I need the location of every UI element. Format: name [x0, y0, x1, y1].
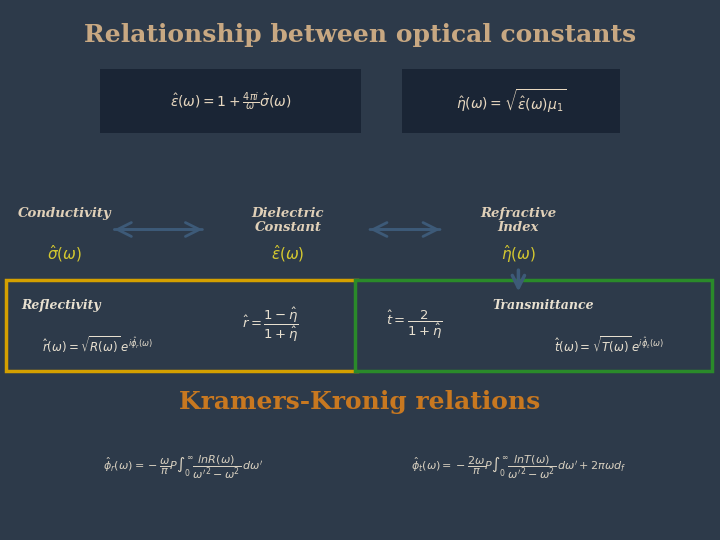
- Text: $\hat{\eta}(\omega)$: $\hat{\eta}(\omega)$: [501, 243, 536, 265]
- Text: $\hat{\phi}_r(\omega) = -\dfrac{\omega}{\pi}P\int_0^{\infty} \dfrac{\mathit{ln}R: $\hat{\phi}_r(\omega) = -\dfrac{\omega}{…: [104, 454, 264, 481]
- Text: Transmittance: Transmittance: [492, 299, 595, 312]
- Text: $\hat{\epsilon}(\omega)$: $\hat{\epsilon}(\omega)$: [271, 244, 305, 264]
- Text: Dielectric: Dielectric: [252, 207, 324, 220]
- FancyBboxPatch shape: [402, 69, 620, 133]
- Text: Index: Index: [498, 221, 539, 234]
- Text: Conductivity: Conductivity: [18, 207, 112, 220]
- FancyBboxPatch shape: [100, 69, 361, 133]
- Text: $\hat{\sigma}(\omega)$: $\hat{\sigma}(\omega)$: [48, 244, 82, 264]
- Text: $\hat{\eta}(\omega) = \sqrt{\hat{\epsilon}(\omega)\mu_1}$: $\hat{\eta}(\omega) = \sqrt{\hat{\epsilo…: [456, 88, 567, 115]
- FancyBboxPatch shape: [6, 280, 357, 371]
- Text: $\hat{t}(\omega) = \sqrt{T(\omega)}\,e^{i\hat{\phi}_t(\omega)}$: $\hat{t}(\omega) = \sqrt{T(\omega)}\,e^{…: [554, 335, 663, 355]
- Text: $\hat{\epsilon}(\omega) = 1 + \frac{4\pi i}{\omega}\hat{\sigma}(\omega)$: $\hat{\epsilon}(\omega) = 1 + \frac{4\pi…: [170, 90, 291, 113]
- Text: Relationship between optical constants: Relationship between optical constants: [84, 23, 636, 47]
- Text: Refractive: Refractive: [480, 207, 557, 220]
- FancyBboxPatch shape: [356, 280, 711, 371]
- Text: $\hat{r}(\omega) = \sqrt{R(\omega)}\,e^{i\hat{\phi}_r(\omega)}$: $\hat{r}(\omega) = \sqrt{R(\omega)}\,e^{…: [42, 335, 153, 355]
- Text: Reflectivity: Reflectivity: [22, 299, 101, 312]
- Text: Kramers-Kronig relations: Kramers-Kronig relations: [179, 390, 541, 414]
- Text: Constant: Constant: [254, 221, 322, 234]
- Text: $\hat{t} = \dfrac{2}{1+\hat{\eta}}$: $\hat{t} = \dfrac{2}{1+\hat{\eta}}$: [386, 309, 442, 341]
- Text: $\hat{r} = \dfrac{1-\hat{\eta}}{1+\hat{\eta}}$: $\hat{r} = \dfrac{1-\hat{\eta}}{1+\hat{\…: [242, 306, 298, 345]
- Text: $\hat{\phi}_t(\omega) = -\dfrac{2\omega}{\pi}P\int_0^{\infty} \dfrac{\mathit{ln}: $\hat{\phi}_t(\omega) = -\dfrac{2\omega}…: [411, 454, 626, 481]
